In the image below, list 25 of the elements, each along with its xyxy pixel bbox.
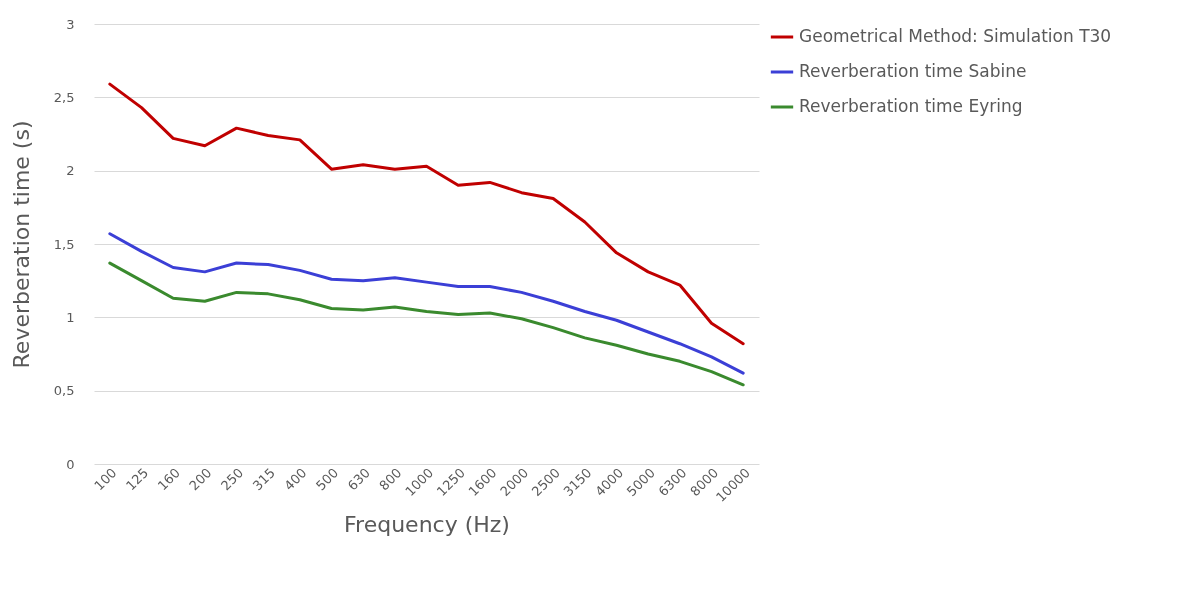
x-tick-label: 800 xyxy=(376,465,405,494)
x-tick-label: 125 xyxy=(123,465,152,494)
x-tick-label: 250 xyxy=(218,465,247,494)
x-tick-label: 100 xyxy=(91,465,120,494)
x-axis-title: Frequency (Hz) xyxy=(344,511,510,537)
y-tick-label: 3 xyxy=(66,16,75,32)
x-tick-label: 315 xyxy=(249,465,278,494)
legend-label: Reverberation time Sabine xyxy=(799,61,1027,81)
line-series xyxy=(108,232,745,375)
y-tick-label: 2,5 xyxy=(53,89,75,105)
y-tick-label: 0,5 xyxy=(53,383,75,399)
y-tick-label: 2 xyxy=(66,163,75,179)
x-tick-label: 500 xyxy=(313,465,342,494)
x-tick-label: 160 xyxy=(154,465,183,494)
y-tick-label: 1 xyxy=(66,309,75,325)
legend-label: Reverberation time Eyring xyxy=(799,96,1023,116)
x-tick-label: 630 xyxy=(344,465,373,494)
y-tick-label: 1,5 xyxy=(53,236,75,252)
x-tick-label: 400 xyxy=(281,465,310,494)
line-series xyxy=(108,82,745,346)
line-series xyxy=(108,261,745,387)
legend-label: Geometrical Method: Simulation T30 xyxy=(799,26,1112,46)
x-tick-label: 200 xyxy=(186,465,215,494)
y-tick-label: 0 xyxy=(66,456,75,472)
y-axis-title: Reverberation time (s) xyxy=(8,120,34,369)
